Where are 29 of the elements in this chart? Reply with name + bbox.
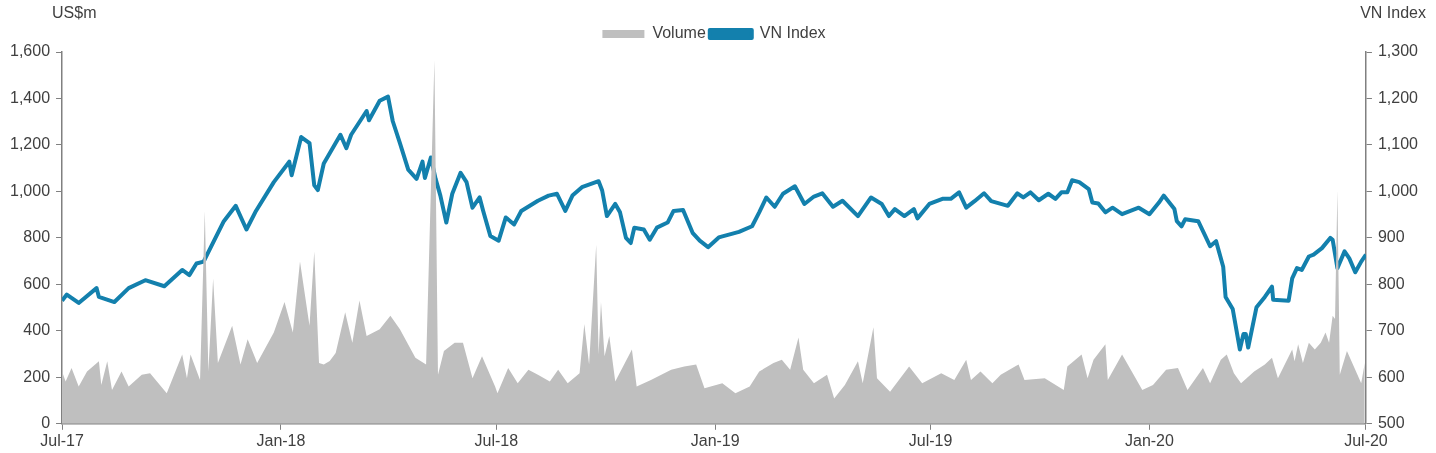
x-tick-label: Jul-17 — [40, 431, 84, 449]
x-tick-label: Jan-20 — [1124, 431, 1174, 449]
legend-label: VN Index — [759, 24, 826, 42]
y2-tick-label: 1,200 — [1377, 88, 1419, 106]
x-tick-label: Jul-18 — [474, 431, 519, 449]
y2-tick-label: 1,000 — [1377, 181, 1419, 199]
y-tick-label: 200 — [23, 367, 51, 385]
y-tick-label: 1,000 — [9, 181, 51, 199]
x-tick-label: Jul-20 — [1344, 431, 1388, 449]
legend-label: Volume — [652, 24, 706, 42]
y-tick-label: 0 — [41, 414, 51, 432]
x-tick-label: Jan-18 — [256, 431, 306, 449]
y-tick-label: 1,200 — [9, 135, 51, 153]
y2-tick-label: 800 — [1377, 274, 1405, 292]
y-tick-label: 1,600 — [9, 42, 51, 60]
y2-tick-label: 900 — [1377, 228, 1405, 246]
x-tick-label: Jan-19 — [690, 431, 740, 449]
y-tick-label: 400 — [23, 321, 51, 339]
y2-tick-label: 700 — [1377, 321, 1405, 339]
y2-tick-label: 1,100 — [1377, 135, 1419, 153]
y2-tick-label: 600 — [1377, 367, 1405, 385]
y-tick-label: 800 — [23, 228, 51, 246]
y2-tick-label: 500 — [1377, 414, 1405, 432]
x-tick-label: Jul-19 — [908, 431, 953, 449]
y-tick-label: 600 — [23, 274, 51, 292]
y2-tick-label: 1,300 — [1377, 42, 1419, 60]
y-axis-title: US$m — [52, 4, 97, 22]
y-tick-label: 1,400 — [9, 88, 51, 106]
y2-axis-title: VN Index — [1360, 4, 1426, 22]
